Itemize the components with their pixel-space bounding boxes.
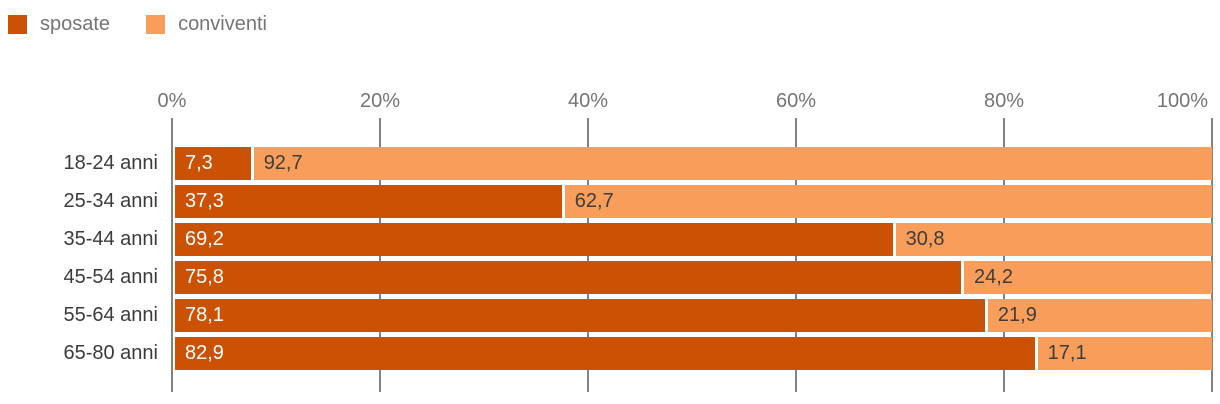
category-label: 45-54 anni bbox=[63, 266, 158, 288]
bar-segment-sposate: 37,3 bbox=[175, 185, 562, 218]
value-label-sposate: 37,3 bbox=[185, 190, 224, 212]
legend-item-conviventi: conviventi bbox=[146, 13, 267, 36]
legend-swatch-conviventi-icon bbox=[146, 15, 166, 34]
bar-segment-sposate: 82,9 bbox=[175, 337, 1035, 370]
legend-item-sposate: sposate bbox=[8, 13, 110, 36]
bar-row: 78,1 21,9 bbox=[175, 299, 1212, 332]
value-label-conviventi: 24,2 bbox=[974, 266, 1013, 288]
bar-row: 82,9 17,1 bbox=[175, 337, 1212, 370]
category-labels: 18-24 anni 25-34 anni 35-44 anni 45-54 anni… bbox=[0, 147, 158, 375]
legend-swatch-sposate-icon bbox=[8, 15, 27, 34]
plot-area: 7,3 92,7 37,3 62,7 69,2 30,8 75,8 24,2 78,1 21,9 8… bbox=[171, 118, 1213, 392]
value-label-sposate: 82,9 bbox=[185, 342, 224, 364]
bar-segment-conviventi: 30,8 bbox=[895, 223, 1212, 256]
value-label-conviventi: 17,1 bbox=[1047, 342, 1087, 364]
legend-label-conviventi: conviventi bbox=[178, 13, 267, 35]
bar-row: 37,3 62,7 bbox=[175, 185, 1212, 218]
gridline-0 bbox=[171, 118, 173, 392]
legend-label-sposate: sposate bbox=[40, 13, 111, 35]
bar-segment-conviventi: 24,2 bbox=[964, 261, 1212, 294]
category-label: 18-24 anni bbox=[63, 152, 158, 174]
value-label-sposate: 7,3 bbox=[185, 152, 213, 174]
bar-segment-conviventi: 62,7 bbox=[564, 185, 1212, 218]
x-axis-tick-label: 60% bbox=[775, 90, 817, 112]
bar-segment-sposate: 75,8 bbox=[175, 261, 962, 294]
legend: sposate conviventi bbox=[8, 13, 267, 36]
bars: 7,3 92,7 37,3 62,7 69,2 30,8 75,8 24,2 78,1 21,9 8… bbox=[175, 147, 1212, 375]
value-label-conviventi: 30,8 bbox=[905, 228, 945, 250]
value-label-sposate: 75,8 bbox=[185, 266, 224, 288]
value-label-conviventi: 62,7 bbox=[574, 190, 614, 212]
x-axis-tick-label: 20% bbox=[359, 90, 401, 112]
value-label-sposate: 78,1 bbox=[185, 304, 224, 326]
bar-row: 75,8 24,2 bbox=[175, 261, 1212, 294]
x-axis-tick-label: 0% bbox=[157, 90, 187, 112]
x-axis-tick-label: 40% bbox=[567, 90, 609, 112]
category-label: 25-34 anni bbox=[63, 190, 158, 212]
value-label-conviventi: 92,7 bbox=[263, 152, 303, 174]
bar-segment-sposate: 69,2 bbox=[175, 223, 893, 256]
x-axis-labels: 0% 20% 40% 60% 80% 100% bbox=[158, 89, 1212, 113]
bar-row: 69,2 30,8 bbox=[175, 223, 1212, 256]
bar-segment-conviventi: 92,7 bbox=[253, 147, 1212, 180]
category-label: 35-44 anni bbox=[63, 228, 158, 250]
bar-segment-conviventi: 17,1 bbox=[1037, 337, 1212, 370]
bar-row: 7,3 92,7 bbox=[175, 147, 1212, 180]
value-label-sposate: 69,2 bbox=[185, 228, 224, 250]
value-label-conviventi: 21,9 bbox=[997, 304, 1037, 326]
bar-segment-sposate: 78,1 bbox=[175, 299, 985, 332]
category-label: 65-80 anni bbox=[63, 342, 158, 364]
bar-segment-sposate: 7,3 bbox=[175, 147, 251, 180]
gridline-100 bbox=[1211, 118, 1213, 392]
x-axis-tick-label: 80% bbox=[983, 90, 1025, 112]
category-label: 55-64 anni bbox=[63, 304, 158, 326]
bar-segment-conviventi: 21,9 bbox=[987, 299, 1212, 332]
x-axis-tick-label: 100% bbox=[1156, 90, 1208, 112]
